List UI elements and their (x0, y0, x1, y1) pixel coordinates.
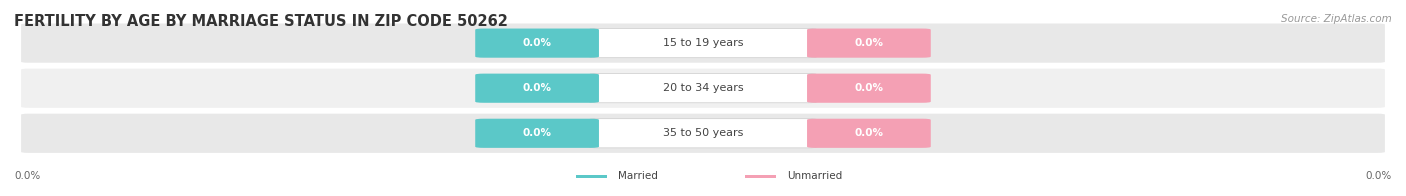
FancyBboxPatch shape (475, 74, 599, 103)
Text: 0.0%: 0.0% (855, 83, 883, 93)
Text: 20 to 34 years: 20 to 34 years (662, 83, 744, 93)
FancyBboxPatch shape (21, 114, 1385, 153)
Text: 0.0%: 0.0% (523, 83, 551, 93)
FancyBboxPatch shape (576, 175, 607, 178)
FancyBboxPatch shape (807, 29, 931, 58)
FancyBboxPatch shape (807, 74, 931, 103)
FancyBboxPatch shape (475, 119, 599, 148)
FancyBboxPatch shape (589, 74, 817, 103)
Text: 0.0%: 0.0% (855, 128, 883, 138)
FancyBboxPatch shape (745, 175, 776, 178)
Text: Source: ZipAtlas.com: Source: ZipAtlas.com (1281, 14, 1392, 24)
Text: 0.0%: 0.0% (14, 171, 41, 181)
FancyBboxPatch shape (475, 29, 599, 58)
FancyBboxPatch shape (589, 119, 817, 148)
Text: 0.0%: 0.0% (523, 128, 551, 138)
FancyBboxPatch shape (21, 69, 1385, 108)
Text: 15 to 19 years: 15 to 19 years (662, 38, 744, 48)
Text: 0.0%: 0.0% (523, 38, 551, 48)
Text: 0.0%: 0.0% (1365, 171, 1392, 181)
Text: Married: Married (619, 171, 658, 181)
FancyBboxPatch shape (589, 29, 817, 58)
FancyBboxPatch shape (807, 119, 931, 148)
Text: FERTILITY BY AGE BY MARRIAGE STATUS IN ZIP CODE 50262: FERTILITY BY AGE BY MARRIAGE STATUS IN Z… (14, 14, 508, 29)
FancyBboxPatch shape (21, 24, 1385, 63)
Text: 0.0%: 0.0% (855, 38, 883, 48)
Text: Unmarried: Unmarried (787, 171, 842, 181)
Text: 35 to 50 years: 35 to 50 years (662, 128, 744, 138)
